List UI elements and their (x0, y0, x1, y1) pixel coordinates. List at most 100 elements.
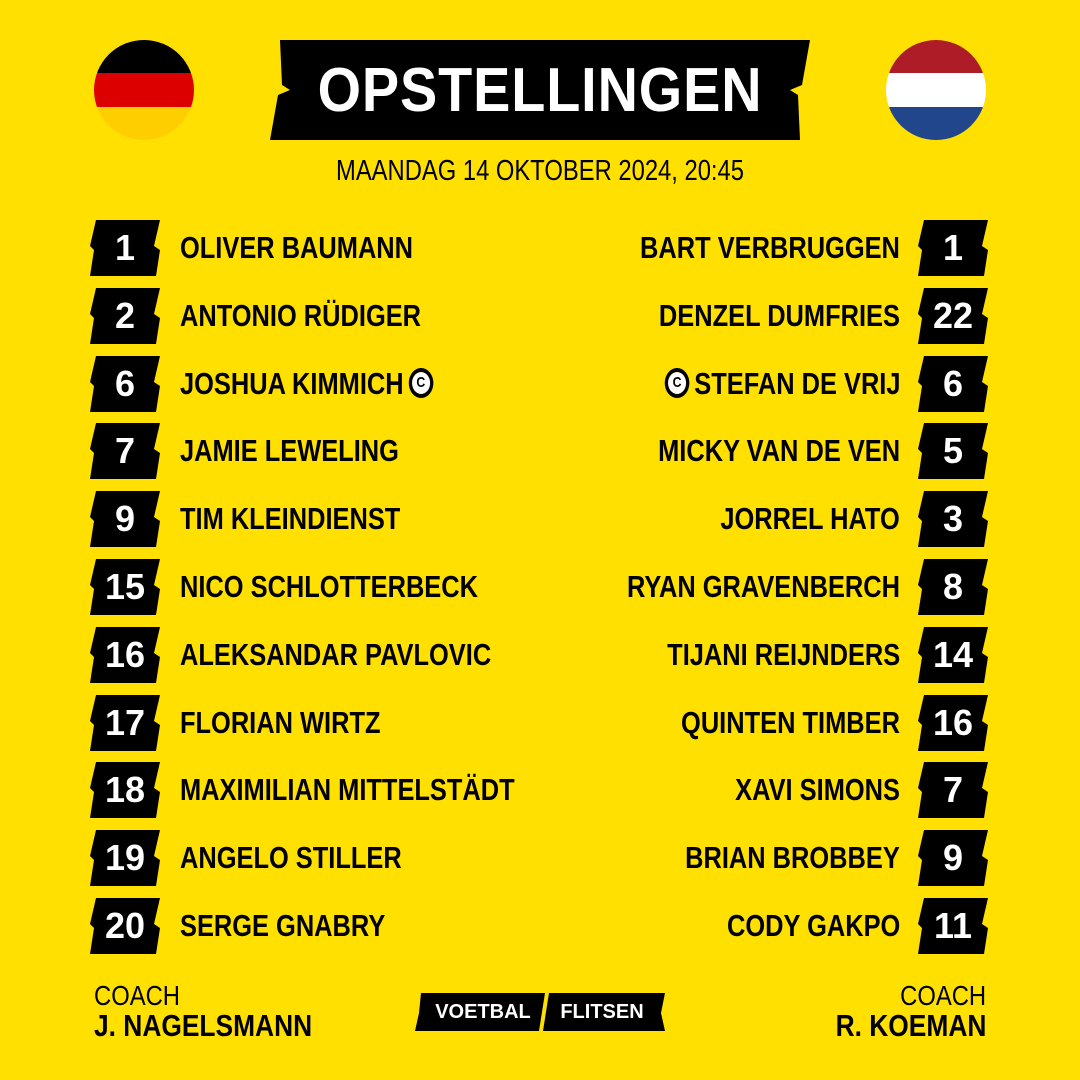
captain-badge-icon: C (408, 368, 434, 399)
player-name-cell: ANTONIO RÜDIGER (180, 288, 421, 344)
player-name-cell: TIJANI REIJNDERS (667, 627, 900, 683)
shirt-number-badge: 15 (90, 559, 160, 615)
player-name: JOSHUA KIMMICH (180, 365, 404, 401)
player-name: MAXIMILIAN MITTELSTÄDT (180, 772, 515, 808)
player-name-cell: QUINTEN TIMBER (681, 695, 900, 751)
player-name: FLORIAN WIRTZ (180, 704, 381, 740)
shirt-number: 1 (114, 227, 136, 268)
shirt-number: 7 (942, 769, 964, 811)
player-name-cell: CODY GAKPO (727, 898, 900, 954)
player-name-cell: BRIAN BROBBEY (685, 830, 900, 886)
logo-word-flitsen: FLITSEN (560, 1001, 644, 1023)
home-coach-name: J. NAGELSMANN (94, 1008, 313, 1043)
player-name: XAVI SIMONS (735, 772, 900, 808)
player-name: CODY GAKPO (726, 908, 900, 943)
captain-marker: C (667, 372, 686, 395)
player-name-cell: JAMIE LEWELING (180, 423, 399, 479)
player-name-cell: ALEKSANDAR PAVLOVIC (180, 627, 491, 683)
shirt-number-badge: 16 (918, 694, 988, 751)
shirt-number: 2 (114, 294, 136, 336)
player-name: OLIVER BAUMANN (180, 230, 414, 265)
shirt-number: 1 (942, 227, 964, 268)
away-player-row: 5 MICKY VAN DE VEN (0, 423, 1080, 480)
shirt-number-badge: 14 (918, 626, 988, 683)
home-player-row: 7 JAMIE LEWELING (0, 423, 1080, 480)
shirt-number-badge: 16 (90, 626, 160, 683)
shirt-number-badge: 22 (918, 287, 988, 344)
voetbalflitsen-logo: VOETBAL FLITSEN (415, 993, 665, 1031)
shirt-number: 17 (104, 701, 146, 743)
player-name: BRIAN BROBBEY (685, 840, 900, 876)
shirt-number: 3 (942, 498, 964, 540)
away-player-row: 22 DENZEL DUMFRIES (0, 287, 1080, 344)
player-name-cell: BART VERBRUGGEN (640, 220, 900, 276)
player-name-cell: ANGELO STILLER (180, 830, 402, 886)
shirt-number-badge: 8 (918, 559, 988, 615)
home-player-row: 6 JOSHUA KIMMICH C (0, 355, 1080, 412)
away-player-row: 6 C STEFAN DE VRIJ (0, 355, 1080, 412)
player-name-cell: RYAN GRAVENBERCH (627, 559, 900, 615)
shirt-number: 16 (932, 701, 974, 743)
shirt-number: 8 (942, 566, 964, 607)
away-coach-label: COACH (900, 980, 986, 1011)
home-player-row: 18 MAXIMILIAN MITTELSTÄDT (0, 762, 1080, 819)
shirt-number: 9 (114, 498, 136, 540)
player-name: STEFAN DE VRIJ (693, 365, 900, 401)
shirt-number: 5 (942, 430, 964, 472)
player-name-cell: TIM KLEINDIENST (180, 491, 400, 547)
player-name: JORREL HATO (720, 501, 900, 537)
page-title: OPSTELLINGEN (317, 55, 763, 125)
shirt-number: 20 (104, 905, 146, 946)
home-player-row: 1 OLIVER BAUMANN (0, 220, 1080, 276)
shirt-number: 19 (104, 837, 146, 879)
shirt-number-badge: 19 (90, 830, 160, 887)
match-date: MAANDAG 14 OKTOBER 2024, 20:45 (336, 155, 744, 187)
logo-word-voetbal: VOETBAL (435, 1001, 531, 1023)
shirt-number: 15 (104, 566, 146, 607)
home-player-row: 17 FLORIAN WIRTZ (0, 694, 1080, 751)
player-name: ANGELO STILLER (180, 840, 402, 876)
player-name-cell: FLORIAN WIRTZ (180, 695, 381, 751)
player-name-cell: XAVI SIMONS (735, 762, 900, 818)
player-name: RYAN GRAVENBERCH (626, 569, 900, 604)
home-player-row: 19 ANGELO STILLER (0, 830, 1080, 887)
player-name: ALEKSANDAR PAVLOVIC (180, 636, 492, 672)
shirt-number-badge: 6 (90, 355, 160, 412)
player-name: NICO SCHLOTTERBECK (180, 569, 478, 604)
home-player-row: 16 ALEKSANDAR PAVLOVIC (0, 626, 1080, 683)
shirt-number: 7 (114, 430, 136, 472)
player-name: SERGE GNABRY (180, 908, 386, 943)
shirt-number-badge: 9 (918, 830, 988, 887)
player-name: JAMIE LEWELING (180, 433, 399, 469)
shirt-number-badge: 6 (918, 355, 988, 412)
shirt-number-badge: 3 (918, 491, 988, 548)
away-player-row: 11 CODY GAKPO (0, 898, 1080, 954)
home-player-row: 20 SERGE GNABRY (0, 898, 1080, 954)
shirt-number-badge: 7 (90, 423, 160, 480)
player-name-cell: JORREL HATO (721, 491, 900, 547)
shirt-number-badge: 5 (918, 423, 988, 480)
player-name: TIJANI REIJNDERS (666, 636, 900, 672)
player-name-cell: JOSHUA KIMMICH C (180, 356, 438, 412)
shirt-number: 14 (932, 633, 974, 675)
player-name: DENZEL DUMFRIES (658, 297, 900, 333)
player-name: ANTONIO RÜDIGER (180, 297, 422, 333)
shirt-number: 6 (114, 362, 136, 404)
away-player-row: 7 XAVI SIMONS (0, 762, 1080, 819)
player-name: MICKY VAN DE VEN (657, 433, 900, 469)
shirt-number: 6 (942, 362, 964, 404)
captain-marker: C (411, 372, 430, 395)
away-player-row: 14 TIJANI REIJNDERS (0, 626, 1080, 683)
player-name: QUINTEN TIMBER (681, 704, 900, 740)
shirt-number-badge: 1 (90, 220, 160, 276)
shirt-number-badge: 1 (918, 220, 988, 276)
captain-badge-icon: C (664, 368, 689, 399)
away-player-row: 9 BRIAN BROBBEY (0, 830, 1080, 887)
shirt-number-badge: 18 (90, 762, 160, 819)
shirt-number-badge: 11 (918, 898, 988, 954)
player-name-cell: SERGE GNABRY (180, 898, 385, 954)
away-player-row: 16 QUINTEN TIMBER (0, 694, 1080, 751)
player-name-cell: DENZEL DUMFRIES (659, 288, 900, 344)
shirt-number: 11 (933, 905, 973, 946)
shirt-number-badge: 2 (90, 287, 160, 344)
